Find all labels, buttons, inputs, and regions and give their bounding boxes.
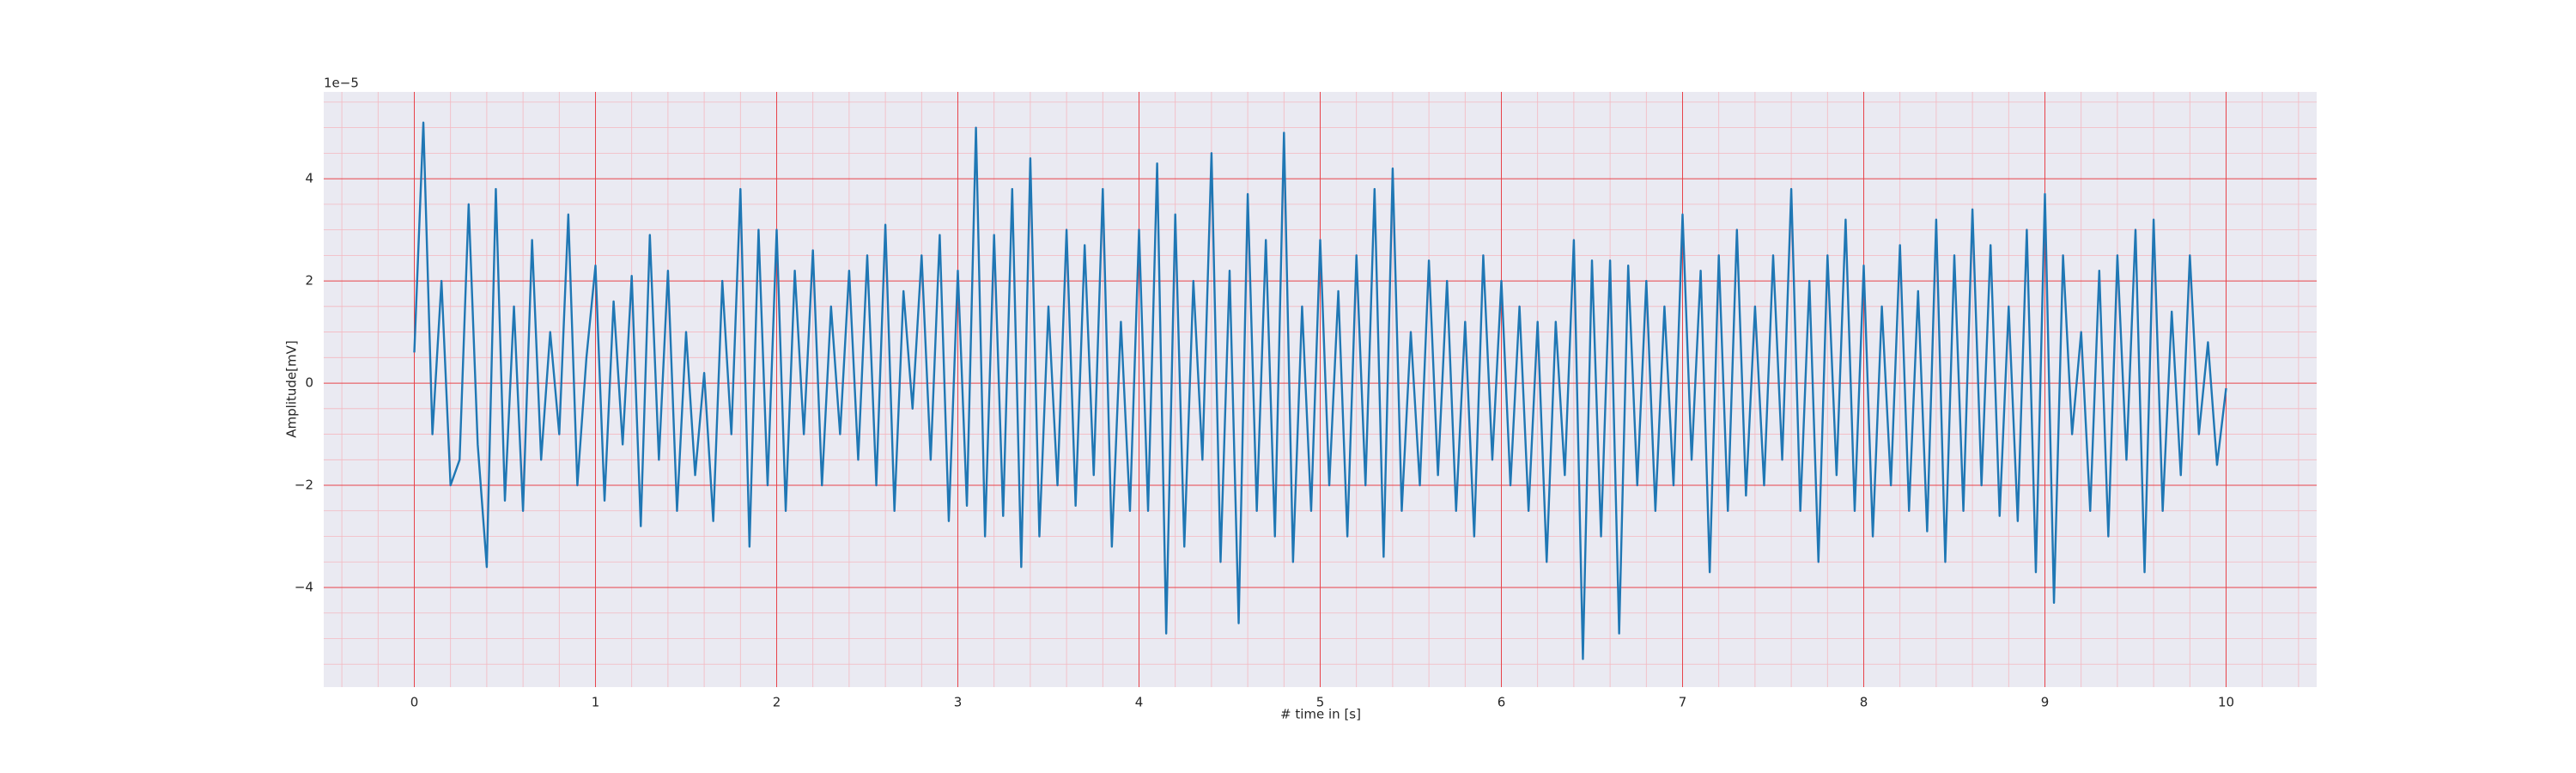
y-tick-label: 2 [305,273,313,289]
x-axis-label: # time in [s] [1280,707,1361,722]
x-tick-label: 1 [592,695,600,710]
x-tick-label: 6 [1498,695,1506,710]
y-tick-label: 4 [305,171,313,186]
y-tick-label: −2 [295,478,313,493]
x-tick-label: 3 [954,695,963,710]
x-tick-label: 2 [773,695,781,710]
x-tick-label: 9 [2041,695,2050,710]
y-tick-label: 0 [305,375,313,391]
x-tick-label: 7 [1679,695,1687,710]
x-tick-label: 0 [410,695,419,710]
x-tick-label: 4 [1135,695,1144,710]
y-tick-label: −4 [295,580,313,595]
x-tick-label: 5 [1316,695,1325,710]
signal-line [413,121,2227,660]
y-axis-label: Amplitude[mV] [284,340,300,437]
x-tick-label: 8 [1860,695,1868,710]
offset-text: 1e−5 [324,76,359,91]
x-tick-label: 10 [2218,695,2234,710]
